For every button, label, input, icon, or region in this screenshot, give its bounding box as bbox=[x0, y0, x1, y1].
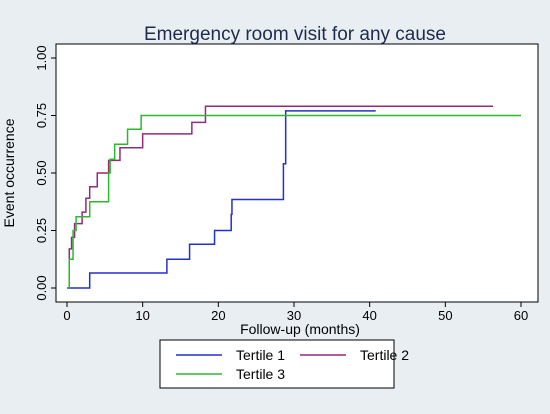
x-tick-label: 60 bbox=[514, 308, 528, 323]
x-axis-title: Follow-up (months) bbox=[240, 321, 360, 337]
legend-label-tertile-1: Tertile 1 bbox=[236, 347, 285, 363]
y-tick-label: 0.25 bbox=[34, 218, 49, 243]
series-line-tertile-3 bbox=[67, 114, 521, 289]
x-tick-label: 40 bbox=[362, 308, 376, 323]
x-tick-label: 30 bbox=[287, 308, 301, 323]
x-tick-label: 20 bbox=[211, 308, 225, 323]
plot-area bbox=[55, 43, 539, 303]
x-tick-label: 0 bbox=[63, 308, 70, 323]
y-tick-label: 0.75 bbox=[34, 103, 49, 128]
series-line-tertile-1 bbox=[67, 110, 376, 289]
y-tick-label: 1.00 bbox=[34, 45, 49, 70]
x-tick-label: 10 bbox=[135, 308, 149, 323]
legend-label-tertile-3: Tertile 3 bbox=[236, 366, 285, 382]
x-tick-label: 50 bbox=[438, 308, 452, 323]
y-axis-title: Event occurrence bbox=[1, 118, 17, 227]
legend-label-tertile-2: Tertile 2 bbox=[360, 347, 409, 363]
y-tick-label: 0.00 bbox=[34, 275, 49, 300]
chart-title: Emergency room visit for any cause bbox=[144, 24, 446, 45]
legend-box bbox=[159, 339, 395, 389]
y-tick-label: 0.50 bbox=[34, 160, 49, 185]
